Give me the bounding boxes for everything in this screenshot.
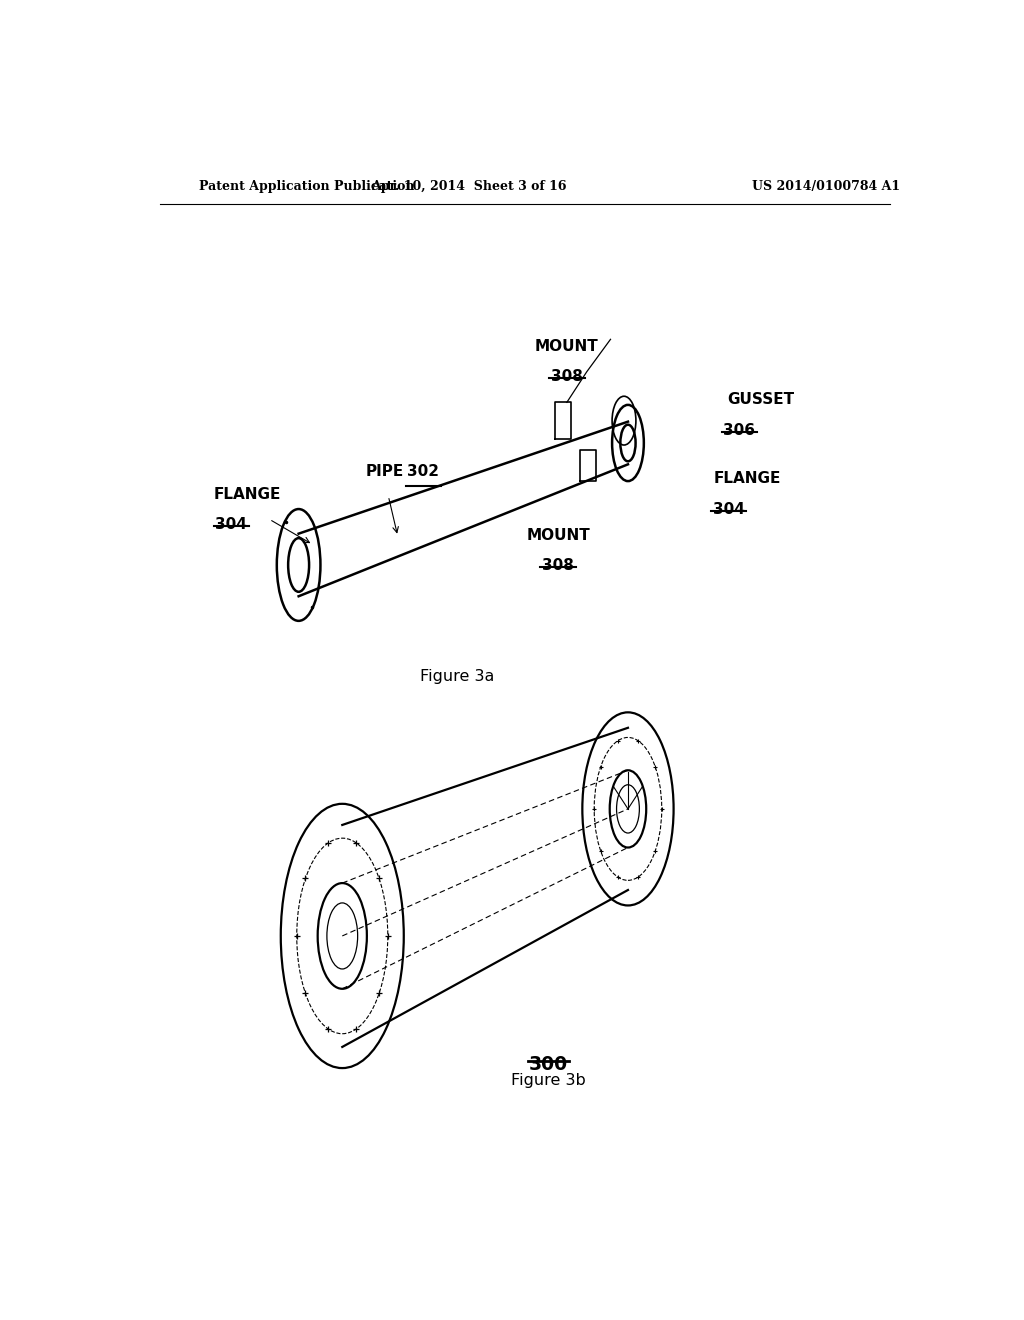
Text: 304: 304 — [215, 517, 247, 532]
Text: Figure 3a: Figure 3a — [420, 669, 495, 684]
Text: 300: 300 — [529, 1055, 568, 1074]
Text: 304: 304 — [713, 502, 744, 517]
Text: Apr. 10, 2014  Sheet 3 of 16: Apr. 10, 2014 Sheet 3 of 16 — [372, 181, 567, 193]
Text: FLANGE: FLANGE — [714, 471, 781, 486]
Text: GUSSET: GUSSET — [727, 392, 795, 408]
Text: MOUNT: MOUNT — [535, 338, 599, 354]
Text: Patent Application Publication: Patent Application Publication — [200, 181, 415, 193]
Text: PIPE: PIPE — [367, 463, 404, 479]
Text: 308: 308 — [542, 558, 574, 573]
Text: 302: 302 — [408, 463, 439, 479]
Text: US 2014/0100784 A1: US 2014/0100784 A1 — [753, 181, 900, 193]
Text: FLANGE: FLANGE — [214, 487, 281, 502]
Text: Figure 3b: Figure 3b — [511, 1073, 586, 1088]
Text: 308: 308 — [551, 368, 583, 384]
Text: MOUNT: MOUNT — [526, 528, 590, 543]
Text: 306: 306 — [723, 422, 755, 438]
